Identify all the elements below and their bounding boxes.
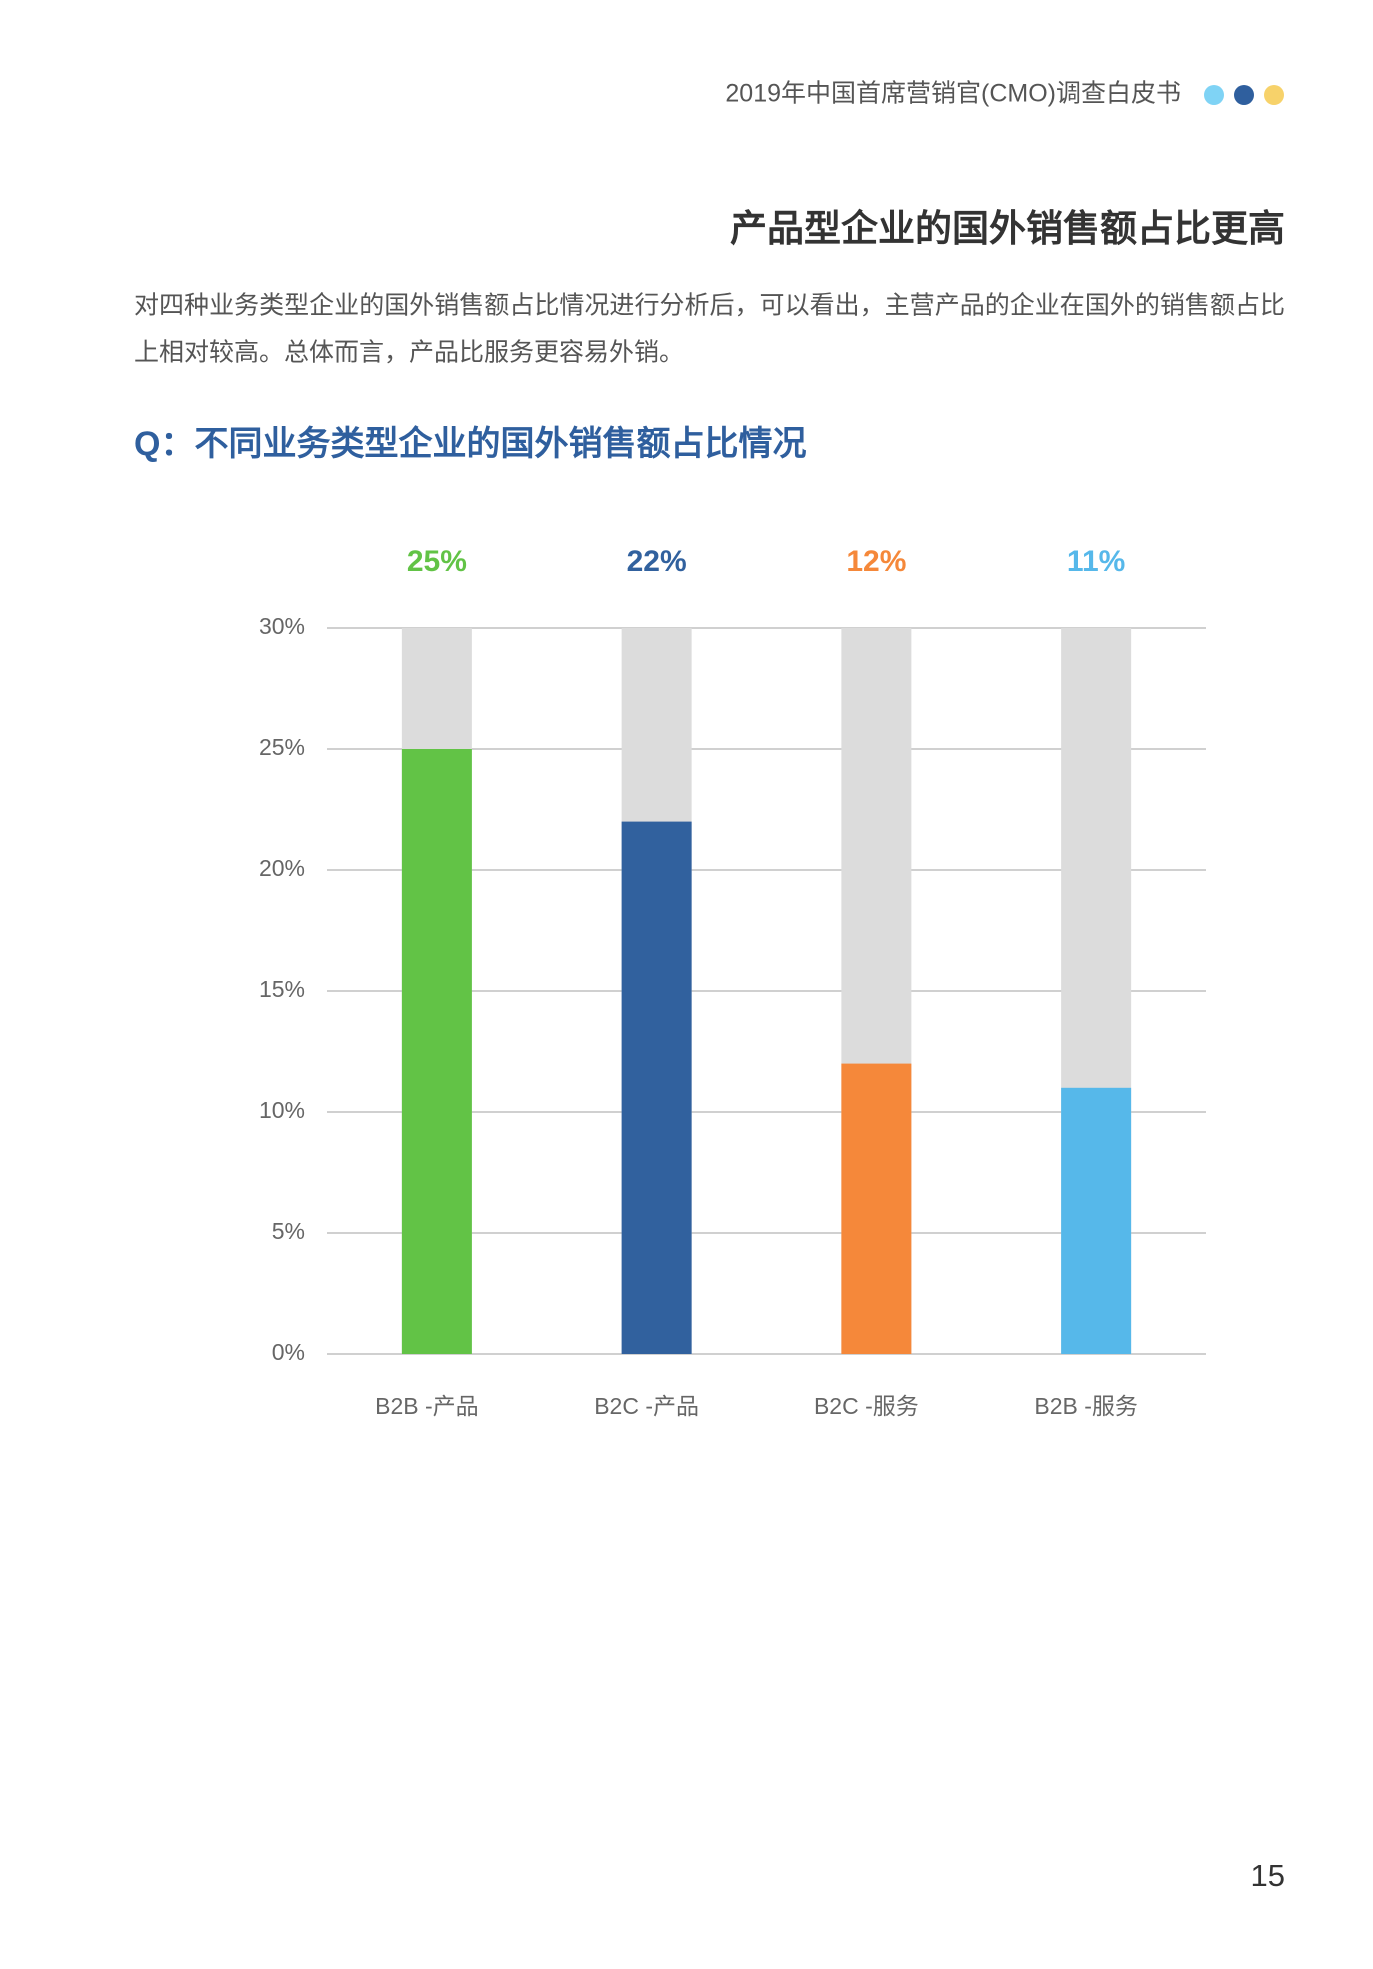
x-tick-label: B2B -服务 — [1034, 1393, 1138, 1419]
header-dot — [1234, 85, 1254, 105]
chart-title: Q：不同业务类型企业的国外销售额占比情况 — [134, 424, 806, 463]
y-tick-label: 5% — [272, 1218, 305, 1244]
bar — [1061, 1087, 1132, 1354]
value-label: 11% — [1067, 545, 1125, 578]
section-title: 产品型企业的国外销售额占比更高 — [730, 207, 1285, 249]
y-tick-label: 15% — [259, 976, 305, 1002]
bar — [621, 821, 692, 1354]
y-tick-label: 20% — [259, 855, 305, 881]
header-dot — [1264, 85, 1284, 105]
y-tick-label: 10% — [259, 1097, 305, 1123]
value-label: 22% — [627, 545, 687, 578]
x-tick-label: B2C -产品 — [594, 1393, 699, 1419]
bar — [841, 1063, 912, 1354]
y-tick-label: 0% — [272, 1339, 305, 1365]
paragraph-line: 上相对较高。总体而言，产品比服务更容易外销。 — [134, 339, 684, 367]
value-label: 25% — [407, 545, 467, 578]
header-dot — [1204, 85, 1224, 105]
value-label: 12% — [846, 545, 906, 578]
paragraph-line: 对四种业务类型企业的国外销售额占比情况进行分析后，可以看出，主营产品的企业在国外… — [134, 292, 1285, 320]
y-tick-label: 25% — [259, 734, 305, 760]
bar — [401, 749, 472, 1354]
header-title: 2019年中国首席营销官(CMO)调查白皮书 — [725, 80, 1181, 108]
page-number: 15 — [1251, 1858, 1285, 1893]
x-tick-label: B2C -服务 — [814, 1393, 919, 1419]
x-tick-label: B2B -产品 — [375, 1393, 479, 1419]
y-tick-label: 30% — [259, 613, 305, 639]
